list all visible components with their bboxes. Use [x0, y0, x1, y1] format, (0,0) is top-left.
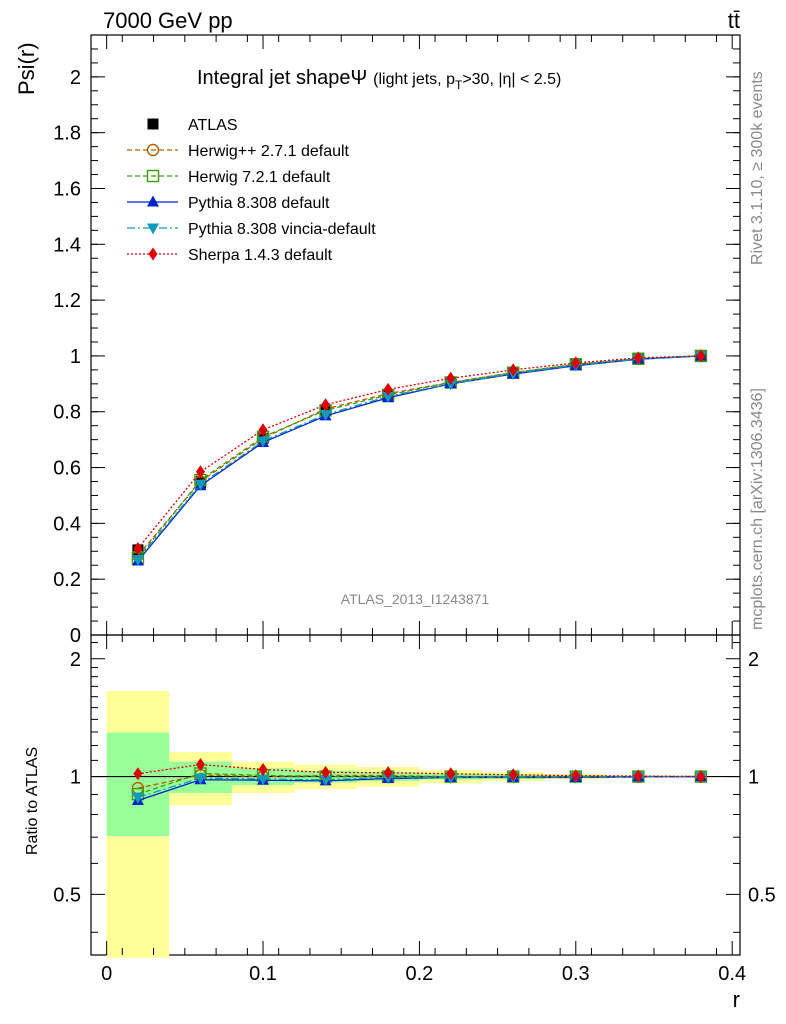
ratio-tick-label-right: 1	[748, 767, 759, 789]
series-point	[131, 555, 144, 567]
ratio-series-point	[194, 773, 207, 785]
series-point	[319, 410, 332, 422]
analysis-label: ATLAS_2013_I1243871	[341, 591, 490, 607]
series-line	[137, 355, 701, 556]
y-tick-label: 2	[70, 67, 81, 89]
series-point	[444, 379, 457, 391]
y-tick-label: 0.6	[53, 458, 81, 480]
x-axis-label: r	[733, 987, 740, 1012]
legend-marker	[147, 118, 159, 130]
y-tick-label: 0.4	[53, 513, 81, 535]
ratio-tick-label-right: 0.5	[748, 884, 776, 906]
y-tick-label: 1.6	[53, 178, 81, 200]
y-tick-label: 1.4	[53, 234, 81, 256]
ratio-plot-frame	[90, 634, 741, 956]
legend-marker	[148, 247, 158, 261]
ratio-series-point	[633, 769, 643, 783]
legend-label: ATLAS	[188, 117, 238, 134]
legend-label: Pythia 8.308 default	[188, 195, 330, 212]
legend-label: Sherpa 1.4.3 default	[188, 247, 333, 264]
ratio-series-point	[321, 765, 331, 779]
legend-marker	[146, 169, 160, 183]
ratio-y-axis-label: Ratio to ATLAS	[24, 747, 41, 855]
x-tick-label: 0.3	[562, 963, 590, 985]
ratio-series-point	[446, 767, 456, 781]
energy-label: 7000 GeV pp	[103, 8, 233, 33]
ratio-uncertainty-bands	[91, 690, 740, 958]
x-tick-label: 0.2	[406, 963, 434, 985]
legend-label: Pythia 8.308 vincia-default	[188, 221, 376, 238]
series-point	[321, 398, 331, 412]
ratio-tick-label-left: 1	[70, 767, 81, 789]
y-zero-label: 0	[70, 625, 81, 647]
ratio-tick-label-right: 2	[748, 649, 759, 671]
series-point	[696, 349, 706, 363]
title-psi: Ψ	[350, 67, 367, 89]
series-point	[195, 465, 205, 479]
ratio-axis-ticks: 0 0.1 0.2 0.3 0.4 0.5 0.5 1 1 2 2	[53, 635, 776, 985]
ratio-series-point	[258, 762, 268, 776]
title-cut-post: >30, |η| < 2.5)	[462, 71, 561, 88]
ratio-series-point	[195, 758, 205, 772]
ratio-series-point	[319, 775, 332, 787]
series-line	[137, 355, 701, 562]
series-point	[258, 423, 268, 437]
legend: ATLAS Herwig++ 2.7.1 default Herwig 7.2.1 …	[127, 117, 376, 264]
series-point	[571, 356, 581, 370]
ratio-series-point	[133, 767, 143, 781]
title-main: Integral jet shape	[197, 67, 350, 89]
series-point	[194, 479, 207, 491]
series-point	[133, 541, 143, 555]
y-tick-label: 1	[70, 346, 81, 368]
mcplots-label: mcplots.cern.ch [arXiv:1306.3436]	[749, 388, 766, 630]
x-tick-label: 0.4	[718, 963, 746, 985]
series-line	[137, 355, 701, 549]
x-tick-label: 0.1	[249, 963, 277, 985]
series-layer	[131, 349, 708, 805]
series-point	[382, 391, 395, 403]
legend-label: Herwig 7.2.1 default	[188, 169, 331, 186]
main-axis-ticks: 0.2 0.4 0.6 0.8 1 1.2 1.4 1.6 1.8 2 0	[53, 35, 740, 647]
ratio-series-line	[137, 775, 701, 798]
legend-marker	[147, 195, 159, 207]
title-cut-sub: T	[455, 78, 463, 92]
y-axis-label: Psi(r)	[14, 42, 39, 95]
ratio-series-point	[257, 774, 270, 786]
ratio-series-point	[383, 766, 393, 780]
ratio-band-inner	[106, 732, 170, 836]
rivet-label: Rivet 3.1.10, ≥ 300k events	[749, 71, 766, 265]
y-tick-label: 1.2	[53, 290, 81, 312]
title-cut: (light jets, p	[373, 71, 455, 88]
series-point	[383, 382, 393, 396]
y-tick-label: 0.8	[53, 402, 81, 424]
legend-marker	[147, 223, 159, 235]
legend-marker	[146, 143, 160, 157]
chart-title: Integral jet shapeΨ (light jets, pT>30, |…	[197, 67, 561, 92]
series-point	[633, 351, 643, 365]
y-tick-label: 0.2	[53, 569, 81, 591]
series-point	[508, 363, 518, 377]
ratio-series-point	[696, 770, 706, 784]
ratio-tick-label-left: 2	[70, 649, 81, 671]
x-tick-label: 0	[101, 963, 112, 985]
process-label: tt̄	[728, 8, 740, 33]
series-point	[446, 371, 456, 385]
ratio-series-point	[571, 769, 581, 783]
series-point	[257, 436, 270, 448]
legend-label: Herwig++ 2.7.1 default	[188, 143, 350, 160]
ratio-series-point	[508, 768, 518, 782]
y-tick-label: 1.8	[53, 123, 81, 145]
ratio-series-point	[131, 792, 144, 804]
series-line	[137, 355, 701, 561]
ratio-tick-label-left: 0.5	[53, 884, 81, 906]
